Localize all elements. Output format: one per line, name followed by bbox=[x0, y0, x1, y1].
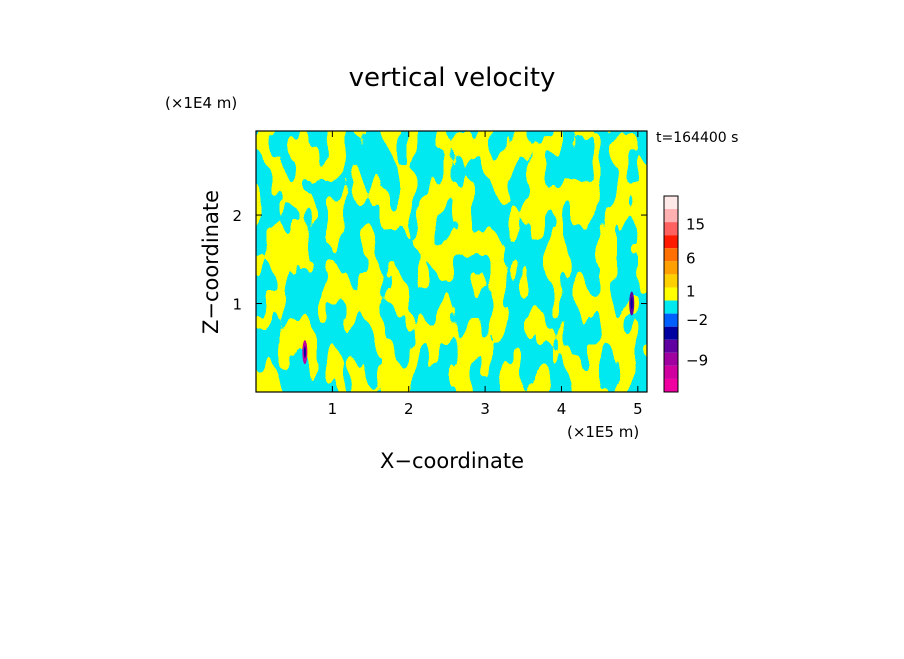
plot-area bbox=[256, 131, 647, 392]
positive-field bbox=[256, 131, 647, 392]
y-unit-label: (×1E4 m) bbox=[165, 94, 237, 112]
y-tick-label: 2 bbox=[232, 207, 242, 225]
colorbar-segment bbox=[664, 339, 678, 353]
colorbar-tick-label: 6 bbox=[686, 250, 696, 268]
x-axis-label: X−coordinate bbox=[380, 449, 524, 473]
colorbar-segment bbox=[664, 378, 678, 392]
x-axis: 1 2 3 4 5 bbox=[328, 131, 643, 418]
y-axis: 12 bbox=[232, 207, 647, 314]
colorbar-segment bbox=[664, 313, 678, 327]
colorbar-segment bbox=[664, 300, 678, 314]
x-tick-label: 2 bbox=[404, 400, 414, 418]
colorbar-segment bbox=[664, 365, 678, 379]
x-tick-label: 1 bbox=[328, 400, 338, 418]
chart-title: vertical velocity bbox=[349, 63, 556, 93]
feature-core bbox=[630, 297, 633, 310]
colorbar-tick-label: 1 bbox=[686, 282, 696, 300]
colorbar-segment bbox=[664, 326, 678, 340]
colorbar-segment bbox=[664, 352, 678, 366]
colorbar-frame bbox=[663, 195, 679, 393]
colorbar-segment bbox=[664, 235, 678, 249]
colorbar-segment bbox=[664, 196, 678, 210]
x-tick-label: 3 bbox=[480, 400, 490, 418]
colorbar: 15 6 1 −2 −9 bbox=[663, 195, 708, 393]
colorbar-tick-label: −2 bbox=[686, 311, 708, 329]
colorbar-segment bbox=[664, 274, 678, 288]
x-unit-label: (×1E5 m) bbox=[567, 423, 639, 441]
colorbar-segment bbox=[664, 222, 678, 236]
x-tick-label: 5 bbox=[633, 400, 643, 418]
colorbar-segment bbox=[664, 248, 678, 262]
y-tick-label: 1 bbox=[232, 296, 242, 314]
colorbar-segment bbox=[664, 261, 678, 275]
feature-core bbox=[303, 346, 306, 359]
x-tick-label: 4 bbox=[557, 400, 567, 418]
plot-frame bbox=[255, 130, 648, 393]
y-axis-label: Z−coordinate bbox=[199, 190, 223, 334]
time-label: t=164400 s bbox=[656, 130, 738, 146]
colorbar-segment bbox=[664, 287, 678, 301]
colorbar-tick-label: 15 bbox=[686, 216, 705, 234]
feature-marks bbox=[302, 291, 635, 365]
colorbar-segment bbox=[664, 209, 678, 223]
colorbar-tick-label: −9 bbox=[686, 352, 708, 370]
